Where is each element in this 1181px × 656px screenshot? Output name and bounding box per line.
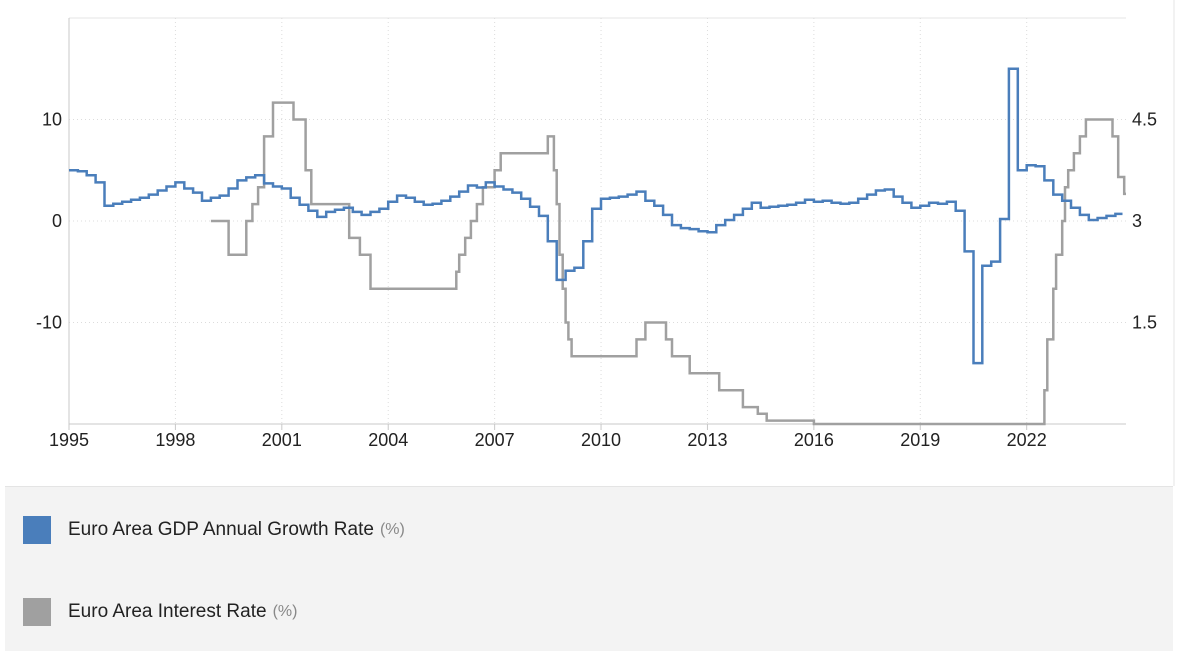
chart-svg: 10 0 -10 4.5 3 1.5 1995 1998 2001 2004 2007 2010 201… [0,0,1181,486]
y-right-tick-label: 1.5 [1132,313,1157,333]
legend-unit-interest-rate: (%) [272,603,298,620]
x-tick-label: 2013 [687,430,727,450]
y-right-tick-label: 3 [1132,211,1142,231]
x-tick-label: 2007 [475,430,515,450]
x-tick-label: 2016 [794,430,834,450]
y-left-tick-label: 0 [52,211,62,231]
y-left-tick-label: -10 [36,313,62,333]
legend-unit-gdp: (%) [379,521,405,538]
legend-swatch-gdp [23,516,51,544]
series-line-gdp-growth[interactable] [69,67,1123,365]
legend-swatch-interest-rate [23,598,51,626]
x-tick-label: 2019 [900,430,940,450]
legend-label-interest-rate: Euro Area Interest Rate [68,601,267,622]
x-tick-label: 2022 [1007,430,1047,450]
legend-item-interest-rate[interactable]: Euro Area Interest Rate (%) [23,597,297,627]
series-layer [69,67,1126,426]
legend-item-gdp[interactable]: Euro Area GDP Annual Growth Rate (%) [23,515,405,545]
chart-background [0,0,1181,486]
legend-panel: Euro Area GDP Annual Growth Rate (%) Eur… [5,486,1173,651]
series-line-interest-rate[interactable] [210,101,1126,426]
y-right-tick-label: 4.5 [1132,110,1157,130]
x-tick-label: 2010 [581,430,621,450]
label-layer: 10 0 -10 4.5 3 1.5 1995 1998 2001 2004 2007 2010 201… [36,110,1157,451]
legend-label-gdp: Euro Area GDP Annual Growth Rate [68,519,374,540]
x-tick-label: 2001 [262,430,302,450]
x-tick-label: 1995 [49,430,89,450]
x-tick-label: 1998 [155,430,195,450]
y-left-tick-label: 10 [42,110,62,130]
x-tick-label: 2004 [368,430,408,450]
